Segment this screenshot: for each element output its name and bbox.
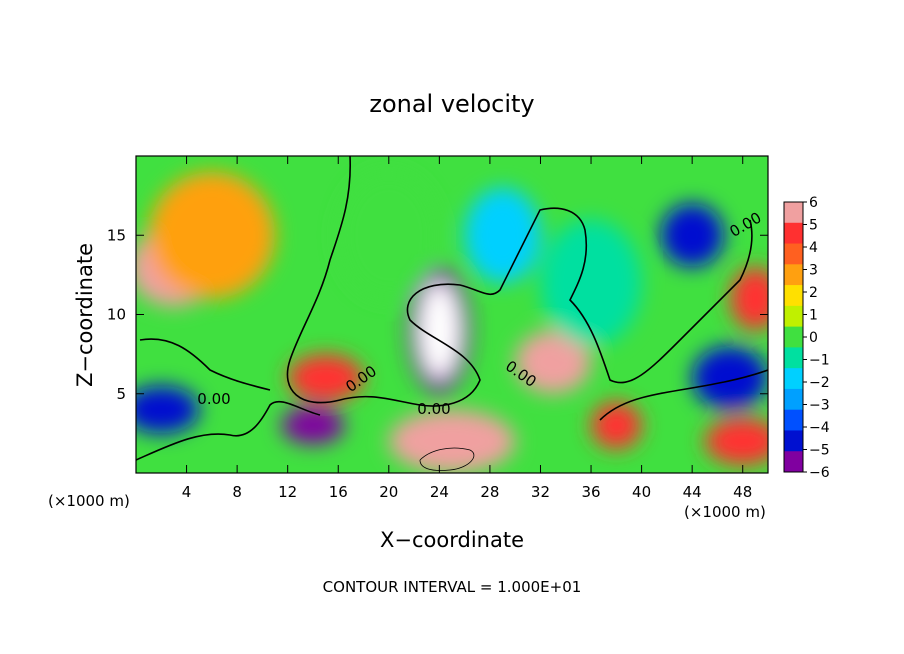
colorbar-swatch <box>784 202 803 224</box>
x-unit-label-left: (×1000 m) <box>48 492 130 510</box>
colorbar-swatch <box>784 388 803 411</box>
colorbar-tick-label: 5 <box>809 218 818 234</box>
contour-interval-footer: CONTOUR INTERVAL = 1.000E+01 <box>323 578 582 596</box>
x-tick-label: 32 <box>531 483 550 501</box>
y-tick-label: 5 <box>116 385 126 403</box>
heatmap-blob <box>704 417 768 466</box>
plot-area: 0.000.000.000.000.00 4 8 12 16 20 24 28 32 36 40 4… <box>107 155 769 501</box>
chart-title: zonal velocity <box>369 90 534 118</box>
x-unit-label-right: (×1000 m) <box>684 503 766 521</box>
contour-label: 0.00 <box>417 400 450 418</box>
x-tick-label: 44 <box>683 483 702 501</box>
heatmap-blob <box>388 409 516 473</box>
heatmap-blob <box>515 330 592 394</box>
colorbar-swatch <box>784 409 803 431</box>
x-axis: 4 8 12 16 20 24 28 32 36 40 44 48 <box>182 156 752 501</box>
colorbar-swatch <box>784 347 803 369</box>
colorbar-tick-label: 2 <box>809 285 818 301</box>
zero-contour <box>286 156 753 407</box>
y-tick-label: 15 <box>107 226 126 244</box>
x-axis-label: X−coordinate <box>380 528 524 552</box>
y-axis-label: Z−coordinate <box>73 243 97 387</box>
colorbar-tick-label: 6 <box>809 195 818 211</box>
x-tick-label: 4 <box>182 483 192 501</box>
colorbar-tick-label: 0 <box>809 330 818 346</box>
colorbar-swatch <box>784 264 803 286</box>
zero-contour <box>599 369 768 421</box>
colorbar-tick-label: 4 <box>809 240 818 256</box>
colorbar-tick-label: −1 <box>809 353 830 369</box>
heatmap-blob <box>464 187 541 283</box>
x-tick-label: 8 <box>232 483 242 501</box>
heatmap-blob <box>692 346 768 410</box>
colorbar-tick-label: 3 <box>809 263 818 279</box>
heatmap-blob <box>540 219 642 347</box>
zero-contour <box>419 447 475 471</box>
colorbar-swatch <box>784 326 803 348</box>
heatmap-blob <box>591 401 642 450</box>
colorbar-swatch <box>784 368 803 390</box>
x-tick-label: 48 <box>733 483 752 501</box>
colorbar-tick-label: −5 <box>809 443 830 459</box>
x-tick-label: 28 <box>480 483 499 501</box>
y-tick-label: 10 <box>107 306 126 324</box>
zero-contour <box>136 400 321 461</box>
heatmap-blob <box>148 171 276 299</box>
y-axis: 5 10 15 <box>107 226 768 403</box>
heatmap-blob <box>338 171 440 299</box>
x-tick-label: 16 <box>329 483 348 501</box>
colorbar-swatch <box>784 430 803 452</box>
colorbar-tick-label: −3 <box>809 398 830 414</box>
colorbar-tick-label: 1 <box>809 308 818 324</box>
heatmap-blob <box>136 385 200 434</box>
x-tick-label: 24 <box>430 483 449 501</box>
contour-lines <box>136 156 768 471</box>
heatmap-blob <box>281 406 345 445</box>
contour-label: 0.00 <box>197 390 230 408</box>
heatmap-blob <box>660 203 724 267</box>
heatmap-fields <box>136 171 768 473</box>
colorbar: 6 5 4 3 2 1 0 −1 −2 −3 −4 −5 −6 <box>783 195 830 481</box>
colorbar-swatch <box>784 305 803 328</box>
colorbar-swatch <box>784 285 803 307</box>
heatmap-blob <box>730 266 768 331</box>
heatmap-blob <box>419 282 460 378</box>
colorbar-swatch <box>784 222 803 245</box>
x-tick-label: 36 <box>581 483 600 501</box>
colorbar-tick-label: −2 <box>809 375 830 391</box>
heatmap-blob <box>287 354 364 402</box>
zero-contour <box>139 338 271 391</box>
x-tick-label: 12 <box>278 483 297 501</box>
colorbar-tick-label: −6 <box>809 465 830 481</box>
colorbar-swatch <box>784 451 803 473</box>
colorbar-swatch <box>784 243 803 265</box>
x-tick-label: 20 <box>379 483 398 501</box>
x-tick-label: 40 <box>632 483 651 501</box>
colorbar-tick-label: −4 <box>809 420 830 436</box>
